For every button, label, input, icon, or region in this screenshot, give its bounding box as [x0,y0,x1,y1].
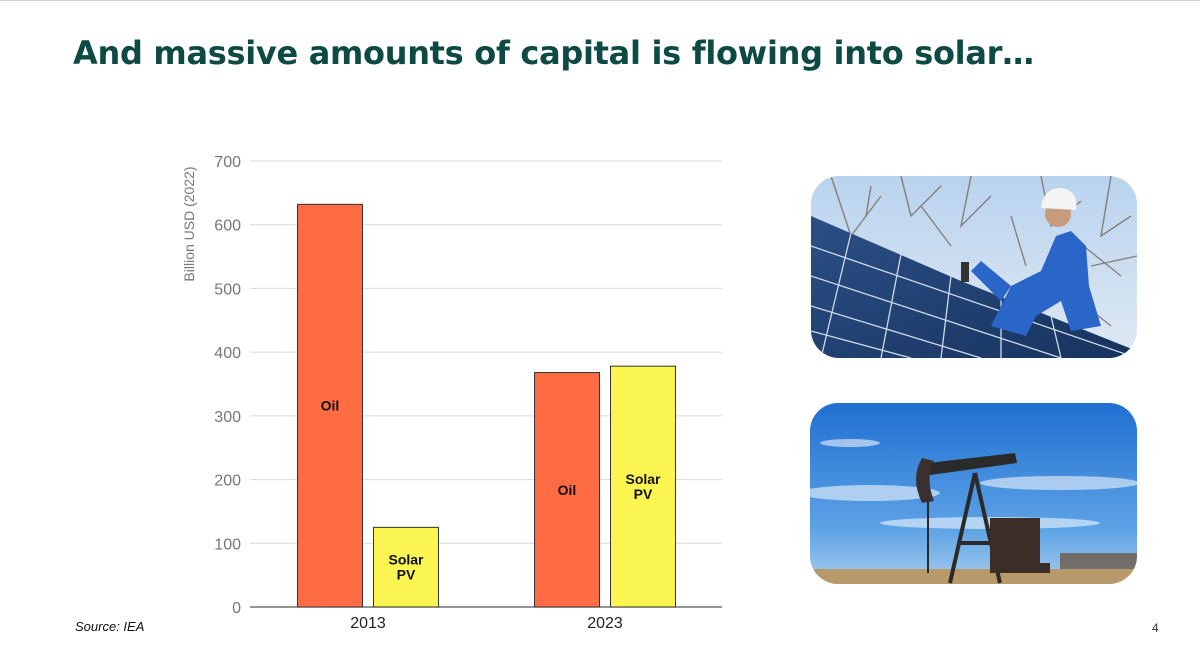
y-tick-label-100: 100 [214,536,241,553]
bar-label-solar-pv-2013-1: Solar [388,552,424,568]
bar-label-solar-pv-2023-1: Solar [625,471,661,487]
bar-solar-pv-2013 [373,526,439,608]
bar-label-oil-2013: Oil [321,398,340,414]
y-tick-label-400: 400 [214,345,241,362]
bar-label-oil-2023: Oil [558,482,577,498]
bar-solar-pv-2023 [610,365,676,608]
bar-label-solar-pv-2023-2: PV [634,486,653,502]
x-tick-label-2013: 2013 [350,615,386,632]
top-rule [0,0,1200,1]
bar-oil-2023 [534,372,600,608]
bar-oil-2013 [297,203,363,608]
source-note: Source: IEA [75,619,145,634]
page-number: 4 [1152,621,1159,635]
y-tick-label-600: 600 [214,218,241,235]
y-tick-label-500: 500 [214,281,241,298]
y-tick-label-700: 700 [214,154,241,171]
solar-installer-photo [811,176,1137,358]
slide-title: And massive amounts of capital is flowin… [73,34,1034,72]
y-tick-label-0: 0 [232,600,241,617]
bar-chart: 0 100 200 300 400 500 600 700 Billion USD (2022)… [181,154,722,632]
bar-label-solar-pv-2013-2: PV [397,567,416,583]
x-tick-label-2023: 2023 [587,615,623,632]
oil-pumpjack-photo [810,403,1137,584]
y-tick-label-300: 300 [214,409,241,426]
y-tick-label-200: 200 [214,473,241,490]
y-axis-label: Billion USD (2022) [181,166,197,281]
